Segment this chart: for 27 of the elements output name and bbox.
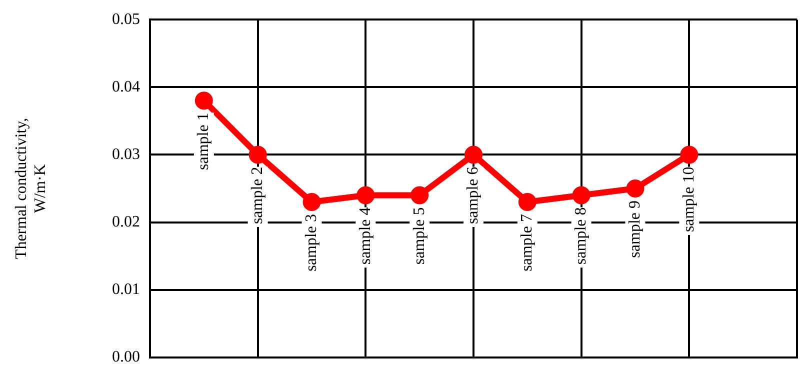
x-tick-label: sample 5: [410, 207, 428, 265]
x-tick-label: sample 2: [249, 166, 266, 224]
x-tick-label: sample 9: [626, 200, 644, 258]
x-tick-label: sample 4: [356, 207, 374, 265]
point: [410, 186, 429, 204]
x-tick-label: sample 8: [572, 207, 590, 265]
point: [356, 186, 375, 204]
y-tick-label: 0.00: [112, 348, 140, 366]
point: [680, 146, 698, 164]
point: [572, 186, 590, 204]
y-tick-label: 0.01: [112, 281, 140, 298]
point: [194, 92, 213, 110]
x-tick-label: sample 10: [680, 166, 698, 232]
y-axis-title: Thermal conductivity, W/m·K: [12, 118, 50, 260]
y-tick-label: 0.02: [112, 213, 140, 230]
y-tick-label: 0.03: [112, 146, 140, 163]
point: [518, 193, 536, 212]
x-tick-label: sample 6: [464, 166, 482, 224]
point: [248, 146, 267, 164]
point: [302, 193, 321, 212]
x-tick-label: sample 3: [302, 214, 320, 272]
point: [626, 180, 644, 198]
x-tick-label: sample 7: [518, 214, 536, 272]
x-tick-label: sample 1: [195, 112, 212, 170]
y-tick-label: 0.05: [112, 10, 140, 28]
point: [464, 146, 482, 164]
y-tick-label: 0.04: [112, 78, 140, 96]
